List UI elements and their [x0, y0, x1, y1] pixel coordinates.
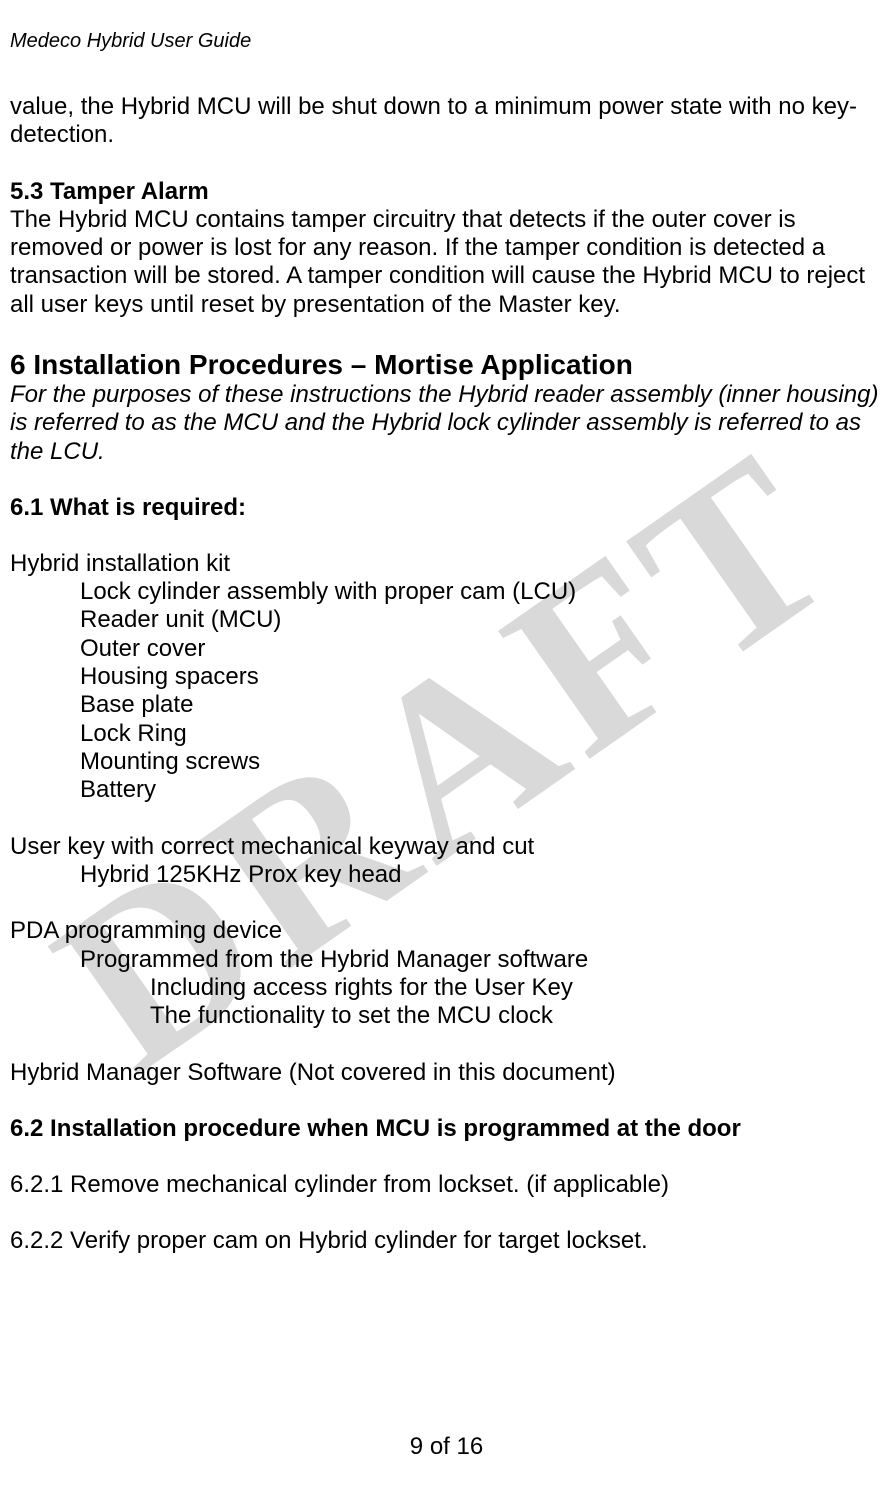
kit-item: Outer cover [10, 635, 883, 663]
step-6-2-2: 6.2.2 Verify proper cam on Hybrid cylind… [10, 1227, 883, 1255]
intro-continuation: value, the Hybrid MCU will be shut down … [10, 93, 883, 150]
user-key-label: User key with correct mechanical keyway … [10, 833, 883, 861]
page-footer: 9 of 16 [0, 1433, 893, 1461]
heading-6-1: 6.1 What is required: [10, 494, 883, 522]
kit-item: Reader unit (MCU) [10, 606, 883, 634]
heading-6-2: 6.2 Installation procedure when MCU is p… [10, 1115, 883, 1143]
step-6-2-1: 6.2.1 Remove mechanical cylinder from lo… [10, 1171, 883, 1199]
heading-5-3: 5.3 Tamper Alarm [10, 178, 883, 206]
doc-header: Medeco Hybrid User Guide [10, 30, 883, 53]
kit-item: Lock cylinder assembly with proper cam (… [10, 578, 883, 606]
kit-item: Housing spacers [10, 663, 883, 691]
pda-label: PDA programming device [10, 917, 883, 945]
hm-software: Hybrid Manager Software (Not covered in … [10, 1059, 883, 1087]
kit-item: Battery [10, 776, 883, 804]
kit-item: Base plate [10, 691, 883, 719]
pda-sub-item: The functionality to set the MCU clock [10, 1002, 883, 1030]
kit-label: Hybrid installation kit [10, 550, 883, 578]
pda-sub-item: Including access rights for the User Key [10, 974, 883, 1002]
heading-6: 6 Installation Procedures – Mortise Appl… [10, 349, 883, 381]
body-5-3: The Hybrid MCU contains tamper circuitry… [10, 206, 883, 319]
intro-6-italic: For the purposes of these instructions t… [10, 381, 883, 466]
user-key-item: Hybrid 125KHz Prox key head [10, 861, 883, 889]
kit-item: Lock Ring [10, 720, 883, 748]
pda-item: Programmed from the Hybrid Manager softw… [10, 946, 883, 974]
kit-item: Mounting screws [10, 748, 883, 776]
